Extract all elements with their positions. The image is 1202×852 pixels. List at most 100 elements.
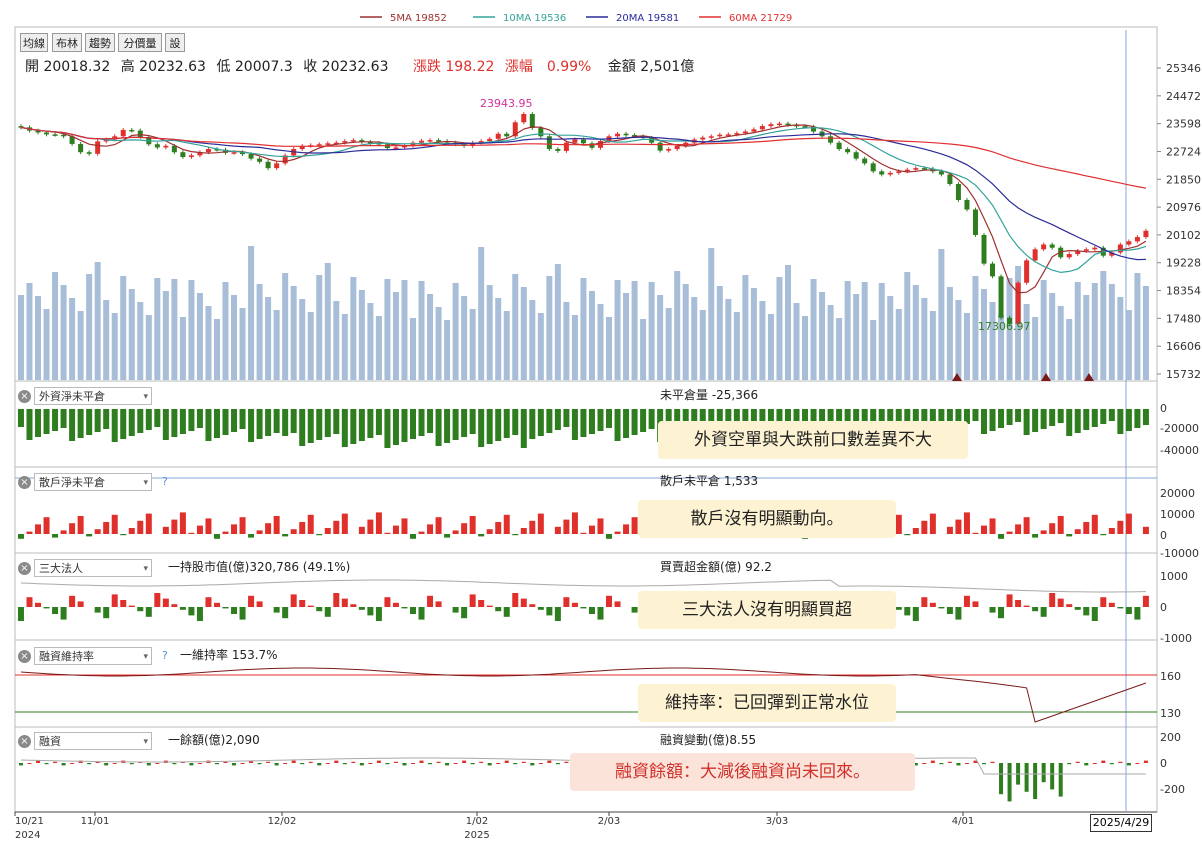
institutional-bar	[597, 607, 604, 620]
margin-change-bar	[214, 763, 219, 765]
institutional-bar	[546, 607, 553, 616]
trend-button[interactable]: 趨勢	[85, 33, 115, 52]
volume-bar	[94, 262, 101, 380]
volume-bar	[43, 309, 50, 380]
margin-change-bar	[521, 761, 526, 763]
foreign-bar	[43, 409, 50, 434]
institutional-bar	[316, 607, 323, 612]
volume-bar	[299, 299, 306, 380]
ma60-line	[20, 126, 1147, 189]
close-panel-2-icon[interactable]: ×	[18, 476, 31, 489]
volume-bar	[921, 298, 928, 380]
volume-bar	[350, 277, 357, 380]
marker-triangle	[1041, 373, 1051, 381]
volume-bar	[1023, 304, 1030, 380]
candle	[751, 129, 757, 132]
foreign-bar	[205, 409, 212, 441]
volume-bar	[588, 291, 595, 380]
institutional-bar	[631, 607, 638, 613]
price-tick-label: 23598	[1166, 118, 1201, 131]
volume-bar	[418, 281, 425, 380]
candle	[998, 276, 1004, 318]
volume-bar	[452, 283, 459, 380]
foreign-bar	[452, 409, 459, 440]
volume-bar	[938, 249, 945, 380]
volume-bar	[444, 320, 451, 380]
candle	[725, 134, 731, 136]
volume-bar	[571, 315, 578, 380]
settings-button[interactable]: 設	[165, 33, 185, 52]
candle	[1126, 241, 1132, 245]
institutional-bar	[921, 597, 928, 607]
foreign-bar	[878, 409, 885, 428]
institutional-bar	[213, 602, 220, 607]
margin-change-bar	[922, 763, 927, 764]
close-panel-1-icon[interactable]: ×	[18, 390, 31, 403]
volume-bar	[86, 274, 93, 380]
institutional-bar	[904, 607, 911, 616]
change-pct-value: 漲幅 0.99%	[504, 59, 592, 75]
candle	[1143, 230, 1149, 238]
candle	[112, 136, 118, 140]
retail-bar	[307, 514, 314, 534]
volume-bar	[912, 285, 919, 380]
retail-bar	[520, 528, 527, 534]
foreign-bar	[469, 409, 476, 434]
candle	[282, 155, 288, 164]
bollinger-button[interactable]: 布林	[52, 33, 82, 52]
volume-bar	[392, 292, 399, 380]
ma5-line	[20, 124, 1147, 294]
institutional-bar	[1066, 604, 1073, 607]
close-panel-3-icon[interactable]: ×	[18, 562, 31, 575]
panel-5-select[interactable]: 融資 ▾	[34, 732, 152, 750]
panel-4-select[interactable]: 融資維持率 ▾	[34, 647, 152, 665]
foreign-bar	[145, 409, 152, 430]
help-icon[interactable]: ?	[162, 649, 168, 662]
institutional-bar	[77, 601, 84, 607]
retail-bar	[929, 513, 936, 534]
candle	[990, 263, 996, 277]
volume-bar	[1125, 310, 1132, 380]
foreign-bar	[341, 409, 348, 447]
close-panel-4-icon[interactable]: ×	[18, 650, 31, 663]
retail-bar	[94, 529, 101, 534]
volume-bar	[784, 265, 791, 380]
volume-bar	[767, 314, 774, 380]
foreign-bar	[1032, 409, 1039, 432]
panel-2-select[interactable]: 散戶淨未平倉 ▾	[34, 473, 152, 491]
institutional-bar	[171, 604, 178, 607]
candle	[674, 145, 680, 150]
ma-button[interactable]: 均線	[20, 33, 48, 52]
panel-3-select[interactable]: 三大法人 ▾	[34, 559, 152, 577]
volume-bar	[980, 289, 987, 380]
retail-bar	[273, 516, 280, 534]
candle	[546, 136, 552, 150]
volume-bar	[904, 272, 911, 380]
candle	[180, 152, 186, 157]
margin-change-bar	[419, 760, 424, 763]
volume-bar	[486, 285, 493, 380]
help-icon[interactable]: ?	[162, 475, 168, 488]
volume-bar	[137, 302, 144, 380]
price-volume-button[interactable]: 分價量	[118, 33, 162, 52]
volume-bar	[1057, 306, 1064, 380]
candle	[632, 135, 638, 137]
retail-bar	[963, 512, 970, 534]
foreign-bar	[827, 409, 834, 430]
volume-bar	[427, 294, 434, 380]
candle	[972, 209, 978, 235]
candle	[785, 123, 791, 126]
candle	[836, 142, 842, 150]
foreign-bar	[427, 409, 434, 433]
retail-bar	[452, 530, 459, 534]
close-panel-5-icon[interactable]: ×	[18, 735, 31, 748]
candle	[69, 136, 75, 144]
margin-change-bar	[1101, 760, 1106, 763]
institutional-bar	[111, 594, 118, 607]
marker-triangle	[1084, 373, 1094, 381]
institutional-bar	[290, 594, 297, 607]
panel-1-select[interactable]: 外資淨未平倉 ▾	[34, 387, 152, 405]
candle	[862, 158, 868, 164]
volume-bar	[145, 315, 152, 380]
foreign-bar	[554, 409, 561, 430]
